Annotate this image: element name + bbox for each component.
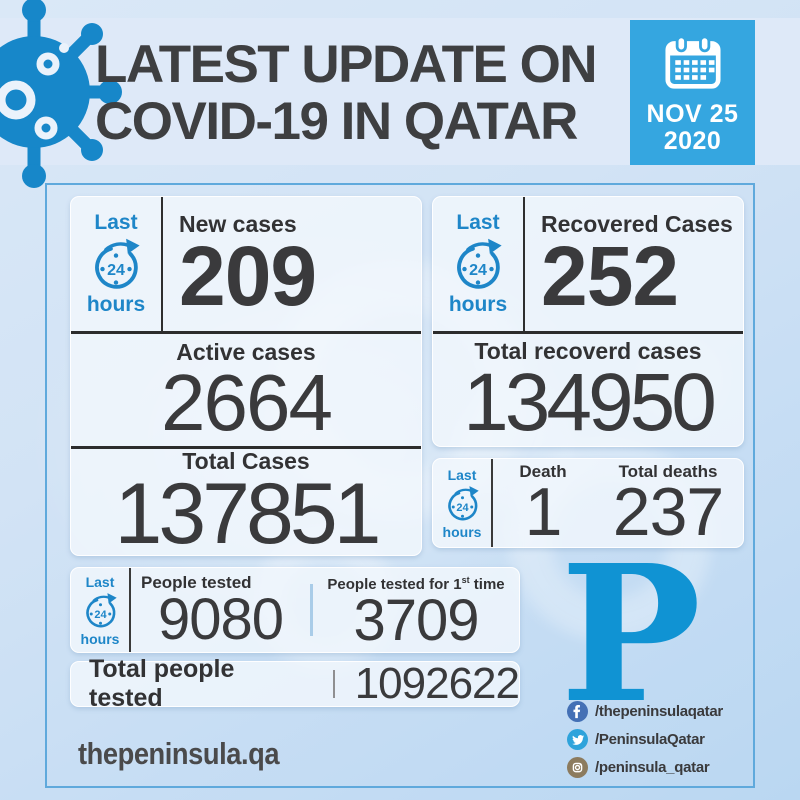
instagram-row: /peninsula_qatar — [567, 757, 723, 778]
total-cases-label: Total Cases — [182, 448, 310, 475]
total-tested-card: Total people tested 1092622 — [70, 655, 520, 712]
coronavirus-icon — [0, 0, 122, 188]
date-text: NOV 25 2020 — [647, 101, 739, 155]
24-hours-clock-icon: 24 — [85, 592, 117, 627]
death-label: Death — [519, 462, 567, 482]
website-url: thepeninsula.qa — [78, 736, 280, 771]
twitter-icon — [567, 729, 588, 750]
badge-divider — [161, 197, 163, 331]
24-hours-clock-icon: 24 — [457, 238, 502, 289]
svg-text:24: 24 — [456, 502, 469, 514]
badge-last-label: Last — [456, 211, 500, 234]
instagram-icon — [567, 757, 588, 778]
recovered-cases-value: 252 — [541, 229, 679, 324]
facebook-handle: /thepeninsulaqatar — [595, 703, 723, 720]
twitter-row: /PeninsulaQatar — [567, 729, 723, 750]
badge-divider — [523, 197, 525, 331]
svg-text:24: 24 — [469, 261, 487, 279]
section-divider — [71, 331, 421, 334]
date-line-2: 2020 — [663, 127, 722, 155]
last-24-hours-badge: Last 24 hours — [71, 568, 129, 652]
title-line-1: LATEST UPDATE ON — [95, 35, 598, 94]
calendar-icon — [664, 35, 721, 89]
instagram-handle: /peninsula_qatar — [595, 759, 710, 776]
date-line-1: NOV 25 — [646, 100, 739, 128]
facebook-icon — [567, 701, 588, 722]
first-time-tested-value: 3709 — [353, 587, 480, 653]
new-cases-label: New cases — [179, 211, 297, 238]
last-24-hours-badge: Last 24 hours — [433, 197, 523, 331]
section-divider — [71, 446, 421, 449]
death-value: 1 — [524, 474, 563, 551]
total-tested-value: 1092622 — [354, 659, 520, 708]
badge-last-label: Last — [85, 573, 115, 590]
badge-last-label: Last — [447, 466, 477, 483]
total-tested-label: Total people tested — [89, 655, 235, 712]
title-line-2: COVID-19 IN QATAR — [95, 92, 578, 151]
last-24-hours-badge: Last 24 hours — [71, 197, 161, 331]
date-badge: NOV 25 2020 — [630, 20, 755, 165]
last-24-hours-badge: Last 24 hours — [433, 459, 491, 547]
active-cases-label: Active cases — [176, 339, 316, 365]
active-cases-value: 2664 — [161, 358, 333, 447]
people-tested-label: People tested — [141, 572, 252, 592]
svg-text:24: 24 — [94, 609, 107, 621]
badge-hours-label: hours — [442, 523, 482, 540]
page-title: LATEST UPDATE ON COVID-19 IN QATAR — [95, 35, 598, 151]
section-divider — [433, 331, 743, 334]
24-hours-clock-icon: 24 — [95, 238, 140, 289]
cases-card: Last 24 hours New cases 209 Active cases — [70, 196, 422, 563]
badge-hours-label: hours — [448, 293, 508, 316]
total-deaths-value: 237 — [612, 474, 724, 551]
badge-divider — [129, 568, 131, 652]
twitter-handle: /PeninsulaQatar — [595, 731, 705, 748]
new-cases-value: 209 — [179, 229, 317, 324]
total-tested-divider — [332, 670, 335, 698]
deaths-card: Last 24 hours Death 1 Total deaths 237 — [432, 458, 744, 548]
recovered-cases-label: Recovered Cases — [541, 211, 733, 238]
first-time-tested-label: People tested for 1st time — [327, 574, 505, 593]
content-frame — [45, 183, 755, 788]
facebook-row: /thepeninsulaqatar — [567, 701, 723, 722]
people-tested-card: Last 24 hours People tested 9080 People … — [70, 567, 520, 653]
social-links: /thepeninsulaqatar /PeninsulaQatar /peni… — [567, 701, 723, 778]
badge-hours-label: hours — [80, 630, 120, 647]
badge-divider — [491, 459, 493, 547]
badge-last-label: Last — [94, 211, 138, 234]
peninsula-logo: P — [560, 524, 702, 745]
total-recovered-value: 134950 — [463, 357, 717, 449]
badge-hours-label: hours — [86, 293, 146, 316]
total-deaths-label: Total deaths — [618, 462, 718, 482]
recovered-card: Last 24 hours Recovered Cases 252 Total … — [432, 196, 744, 447]
total-cases-value: 137851 — [114, 466, 382, 563]
people-tested-value: 9080 — [158, 586, 284, 652]
24-hours-clock-icon: 24 — [447, 485, 479, 520]
total-recovered-label: Total recoverd cases — [474, 338, 702, 365]
tested-divider — [310, 584, 314, 636]
svg-text:24: 24 — [107, 261, 125, 279]
